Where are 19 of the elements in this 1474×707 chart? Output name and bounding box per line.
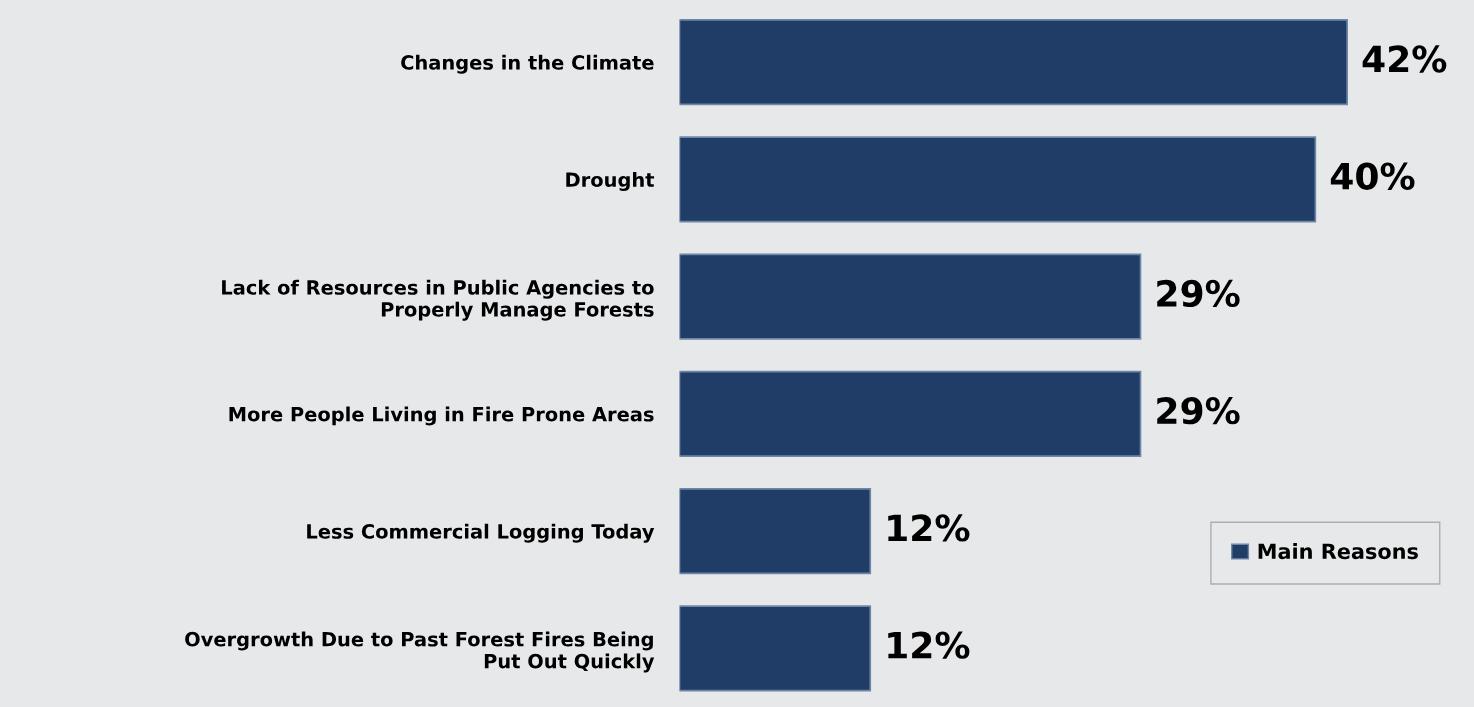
y-tick-label: More People Living in Fire Prone Areas	[229, 406, 654, 426]
data-label: 29%	[1157, 279, 1240, 308]
y-tick-label: Overgrowth Due to Past Forest Fires Being Put Out Quickly	[185, 631, 655, 673]
data-label: 40%	[1330, 162, 1415, 190]
bar	[679, 488, 872, 575]
y-tick-label: Less Commercial Logging Today	[307, 523, 655, 543]
y-tick-label: Lack of Resources in Public Agencies to Properly Manage Forests	[222, 279, 654, 321]
bar	[679, 605, 872, 692]
bar	[679, 19, 1348, 106]
y-tick-label: Drought	[566, 172, 655, 191]
data-label: 12%	[888, 631, 970, 659]
bar	[679, 370, 1142, 457]
bar	[679, 136, 1317, 223]
data-label: 42%	[1362, 45, 1447, 73]
data-label: 29%	[1157, 397, 1240, 425]
y-tick-label: Changes in the Climate	[401, 54, 654, 74]
data-label: 12%	[888, 514, 970, 542]
bar	[679, 253, 1142, 340]
legend-label: Main Reasons	[1258, 543, 1418, 560]
